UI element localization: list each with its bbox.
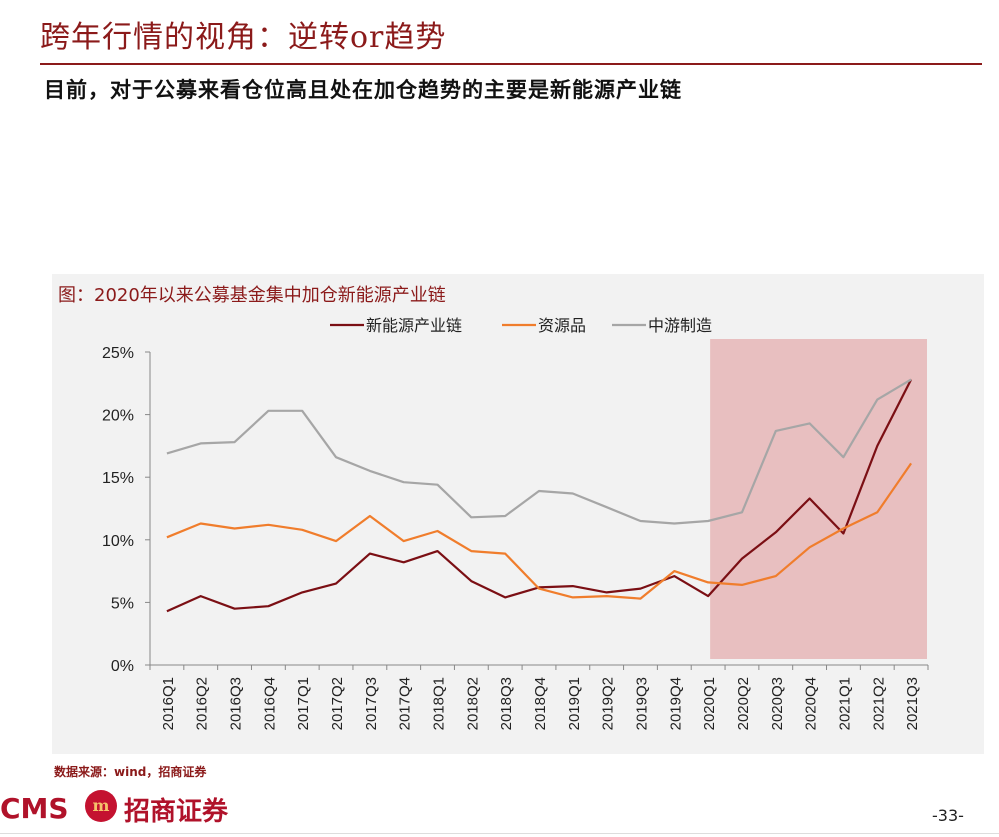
x-tick-label: 2018Q3 bbox=[498, 677, 515, 730]
x-tick-label: 2020Q1 bbox=[701, 677, 718, 730]
x-tick-label: 2016Q4 bbox=[261, 677, 278, 730]
x-tick-label: 2018Q2 bbox=[464, 677, 481, 730]
slide-subtitle: 目前，对于公募来看仓位高且处在加仓趋势的主要是新能源产业链 bbox=[44, 78, 682, 102]
x-tick-label: 2016Q2 bbox=[194, 677, 211, 730]
x-tick-label: 2017Q2 bbox=[329, 677, 346, 730]
x-tick-label: 2020Q4 bbox=[803, 677, 820, 730]
page-number: -33- bbox=[932, 806, 964, 825]
data-source: 数据来源：wind，招商证券 bbox=[54, 765, 207, 779]
y-tick-label: 20% bbox=[102, 408, 134, 425]
x-tick-label: 2016Q1 bbox=[160, 677, 177, 730]
x-tick-label: 2018Q1 bbox=[431, 677, 448, 730]
highlight-band bbox=[710, 339, 927, 659]
y-tick-label: 25% bbox=[102, 345, 134, 362]
logo-latin: CMS bbox=[0, 792, 69, 825]
x-tick-label: 2019Q3 bbox=[633, 677, 650, 730]
x-tick-label: 2020Q2 bbox=[735, 677, 752, 730]
y-tick-label: 5% bbox=[111, 595, 134, 612]
x-tick-label: 2019Q1 bbox=[566, 677, 583, 730]
x-tick-label: 2017Q4 bbox=[397, 677, 414, 730]
y-tick-label: 15% bbox=[102, 470, 134, 487]
x-tick-label: 2017Q3 bbox=[363, 677, 380, 730]
x-tick-label: 2019Q2 bbox=[600, 677, 617, 730]
x-tick-label: 2021Q3 bbox=[904, 677, 921, 730]
x-tick-label: 2020Q3 bbox=[769, 677, 786, 730]
x-tick-label: 2018Q4 bbox=[532, 677, 549, 730]
series-line bbox=[166, 378, 912, 525]
logo-chinese: 招商证券 bbox=[124, 797, 229, 827]
x-tick-label: 2017Q1 bbox=[295, 677, 312, 730]
legend-label: 新能源产业链 bbox=[366, 316, 462, 335]
legend-label: 资源品 bbox=[538, 316, 586, 335]
footer-divider bbox=[0, 833, 999, 834]
title-divider bbox=[40, 63, 982, 65]
logo-seal-icon: m bbox=[85, 790, 117, 822]
slide-title: 跨年行情的视角：逆转or趋势 bbox=[40, 20, 447, 55]
chart-title: 图：2020年以来公募基金集中加仓新能源产业链 bbox=[58, 285, 446, 306]
x-tick-label: 2021Q2 bbox=[870, 677, 887, 730]
x-tick-label: 2021Q1 bbox=[836, 677, 853, 730]
x-tick-label: 2019Q4 bbox=[667, 677, 684, 730]
x-tick-label: 2016Q3 bbox=[228, 677, 245, 730]
y-tick-label: 0% bbox=[111, 658, 134, 675]
series-line bbox=[166, 462, 913, 600]
legend-label: 中游制造 bbox=[648, 316, 712, 335]
y-tick-label: 10% bbox=[102, 533, 134, 550]
